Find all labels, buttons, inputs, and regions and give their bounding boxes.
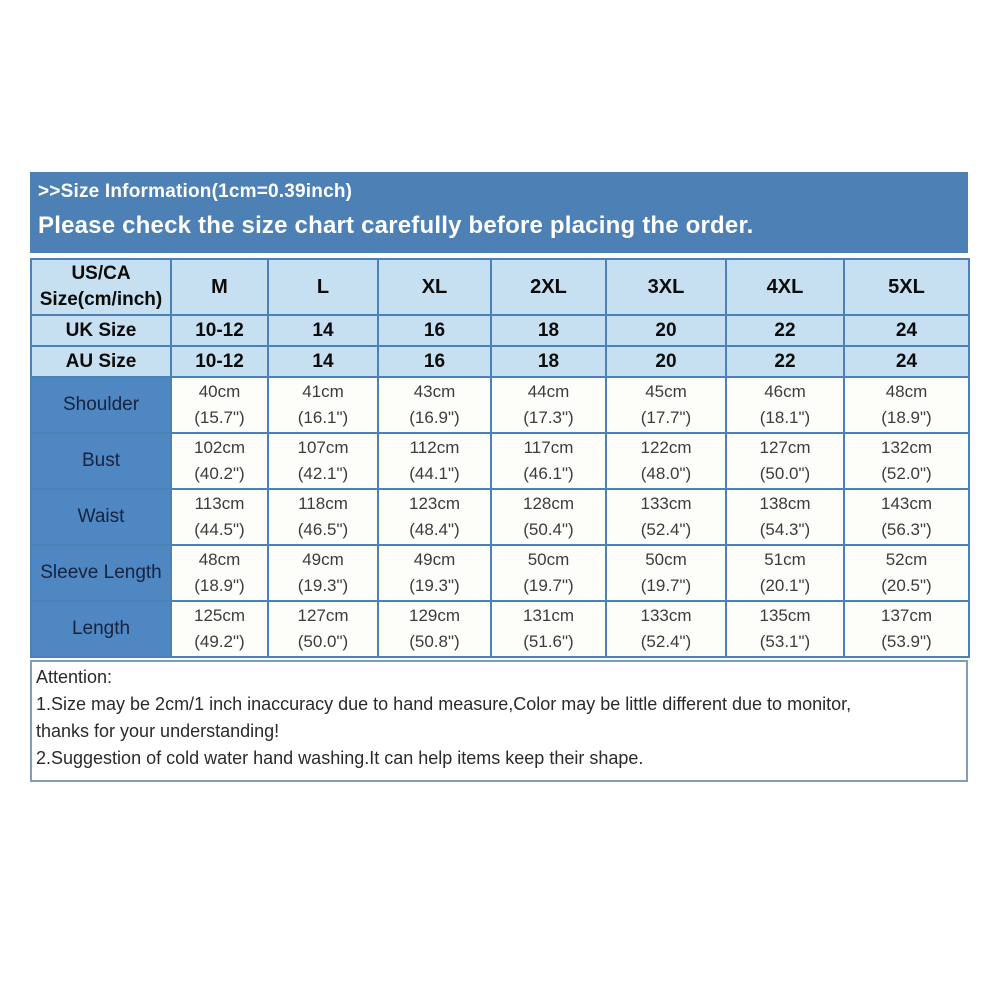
size-column-header: M xyxy=(170,258,269,316)
size-value-cell: 14 xyxy=(267,314,379,347)
measurement-value-cell: 125cm (49.2") xyxy=(170,600,269,658)
row-label: UK Size xyxy=(30,314,172,347)
size-value-cell: 22 xyxy=(725,345,845,378)
size-value-cell: 24 xyxy=(843,314,970,347)
measurement-row: Length 125cm (49.2") 127cm (50.0") 129cm (50.8… xyxy=(30,600,970,658)
attention-box: Attention: 1.Size may be 2cm/1 inch inac… xyxy=(30,660,968,782)
measurement-value-cell: 44cm (17.3") xyxy=(490,376,607,434)
measurement-value-cell: 50cm (19.7") xyxy=(605,544,727,602)
measurement-value-cell: 127cm (50.0") xyxy=(725,432,845,490)
measurement-value-cell: 102cm (40.2") xyxy=(170,432,269,490)
measurement-value-cell: 129cm (50.8") xyxy=(377,600,492,658)
size-column-header: 5XL xyxy=(843,258,970,316)
measurement-row: Sleeve Length 48cm (18.9") 49cm (19.3") 49cm(… xyxy=(30,544,970,602)
measurement-value-cell: 45cm (17.7") xyxy=(605,376,727,434)
size-value-cell: 20 xyxy=(605,345,727,378)
measurement-value-cell: 40cm (15.7") xyxy=(170,376,269,434)
size-value-cell: 16 xyxy=(377,314,492,347)
attention-line: 1.Size may be 2cm/1 inch inaccuracy due … xyxy=(36,694,852,714)
size-column-header: L xyxy=(267,258,379,316)
row-label: AU Size xyxy=(30,345,172,378)
measurement-value-cell: 48cm (18.9") xyxy=(170,544,269,602)
measurement-value-cell: 135cm (53.1") xyxy=(725,600,845,658)
measurement-label: Shoulder xyxy=(30,376,172,434)
au-size-row: AU Size 10-12 14 16 18 20 22 24 xyxy=(30,345,970,378)
size-info-banner: >>Size Information(1cm=0.39inch) Please … xyxy=(30,172,968,253)
measurement-value-cell: 107cm (42.1") xyxy=(267,432,379,490)
measurement-row: Shoulder 40cm (15.7") 41cm (16.1") 43cm (16.9"… xyxy=(30,376,970,434)
measurement-value-cell: 49cm (19.3") xyxy=(267,544,379,602)
measurement-value-cell: 43cm (16.9") xyxy=(377,376,492,434)
measurement-label: Sleeve Length xyxy=(30,544,172,602)
attention-lines: 1.Size may be 2cm/1 inch inaccuracy due … xyxy=(36,691,960,772)
measurement-value-cell: 41cm (16.1") xyxy=(267,376,379,434)
size-value-cell: 16 xyxy=(377,345,492,378)
size-table-body: US/CA Size(cm/inch) M L XL 2XL 3XL 4XL 5XL UK Siz… xyxy=(30,258,970,658)
measurement-value-cell: 123cm (48.4") xyxy=(377,488,492,546)
attention-title: Attention: xyxy=(36,667,113,687)
measurement-value-cell: 127cm (50.0") xyxy=(267,600,379,658)
size-column-header: 2XL xyxy=(490,258,607,316)
measurement-value-cell: 48cm (18.9") xyxy=(843,376,970,434)
measurement-value-cell: 51cm (20.1") xyxy=(725,544,845,602)
size-value-cell: 24 xyxy=(843,345,970,378)
measurement-label: Waist xyxy=(30,488,172,546)
measurement-value-cell: 133cm (52.4") xyxy=(605,600,727,658)
measurement-value-cell: 112cm (44.1") xyxy=(377,432,492,490)
measurement-row: Waist 113cm (44.5") 118cm (46.5") 123cm (48.4"… xyxy=(30,488,970,546)
measurement-value-cell: 52cm (20.5") xyxy=(843,544,970,602)
measurement-value-cell: 133cm (52.4") xyxy=(605,488,727,546)
measurement-value-cell: 128cm (50.4") xyxy=(490,488,607,546)
measurement-value-cell: 131cm (51.6") xyxy=(490,600,607,658)
size-value-cell: 18 xyxy=(490,314,607,347)
banner-subtitle: Please check the size chart carefully be… xyxy=(38,212,754,239)
size-value-cell: 10-12 xyxy=(170,345,269,378)
corner-header: US/CA Size(cm/inch) xyxy=(30,258,172,316)
measurement-value-cell: 117cm (46.1") xyxy=(490,432,607,490)
measurement-row: Bust 102cm (40.2") 107cm (42.1") 112cm (44.1")… xyxy=(30,432,970,490)
size-column-header: 3XL xyxy=(605,258,727,316)
size-value-cell: 20 xyxy=(605,314,727,347)
size-column-header: XL xyxy=(377,258,492,316)
size-column-header: 4XL xyxy=(725,258,845,316)
size-value-cell: 14 xyxy=(267,345,379,378)
measurement-value-cell: 138cm (54.3") xyxy=(725,488,845,546)
measurement-label: Bust xyxy=(30,432,172,490)
uk-size-row: UK Size 10-12 14 16 18 20 22 24 xyxy=(30,314,970,347)
measurement-value-cell: 137cm (53.9") xyxy=(843,600,970,658)
size-value-cell: 10-12 xyxy=(170,314,269,347)
measurement-value-cell: 118cm (46.5") xyxy=(267,488,379,546)
size-table: US/CA Size(cm/inch) M L XL 2XL 3XL 4XL 5XL UK Siz… xyxy=(30,258,970,658)
measurement-value-cell: 143cm (56.3") xyxy=(843,488,970,546)
measurement-value-cell: 113cm (44.5") xyxy=(170,488,269,546)
measurement-label: Length xyxy=(30,600,172,658)
table-header-row: US/CA Size(cm/inch) M L XL 2XL 3XL 4XL 5XL xyxy=(30,258,970,316)
measurement-value-cell: 46cm (18.1") xyxy=(725,376,845,434)
size-value-cell: 18 xyxy=(490,345,607,378)
measurement-value-cell: 132cm (52.0") xyxy=(843,432,970,490)
size-info-panel: >>Size Information(1cm=0.39inch) Please … xyxy=(30,172,970,782)
size-value-cell: 22 xyxy=(725,314,845,347)
measurement-value-cell: 122cm (48.0") xyxy=(605,432,727,490)
attention-line: thanks for your understanding! xyxy=(36,721,280,741)
attention-line: 2.Suggestion of cold water hand washing.… xyxy=(36,748,644,768)
measurement-value-cell: 50cm (19.7") xyxy=(490,544,607,602)
banner-title: >>Size Information(1cm=0.39inch) xyxy=(38,181,353,202)
measurement-value-cell: 49cm (19.3") xyxy=(377,544,492,602)
